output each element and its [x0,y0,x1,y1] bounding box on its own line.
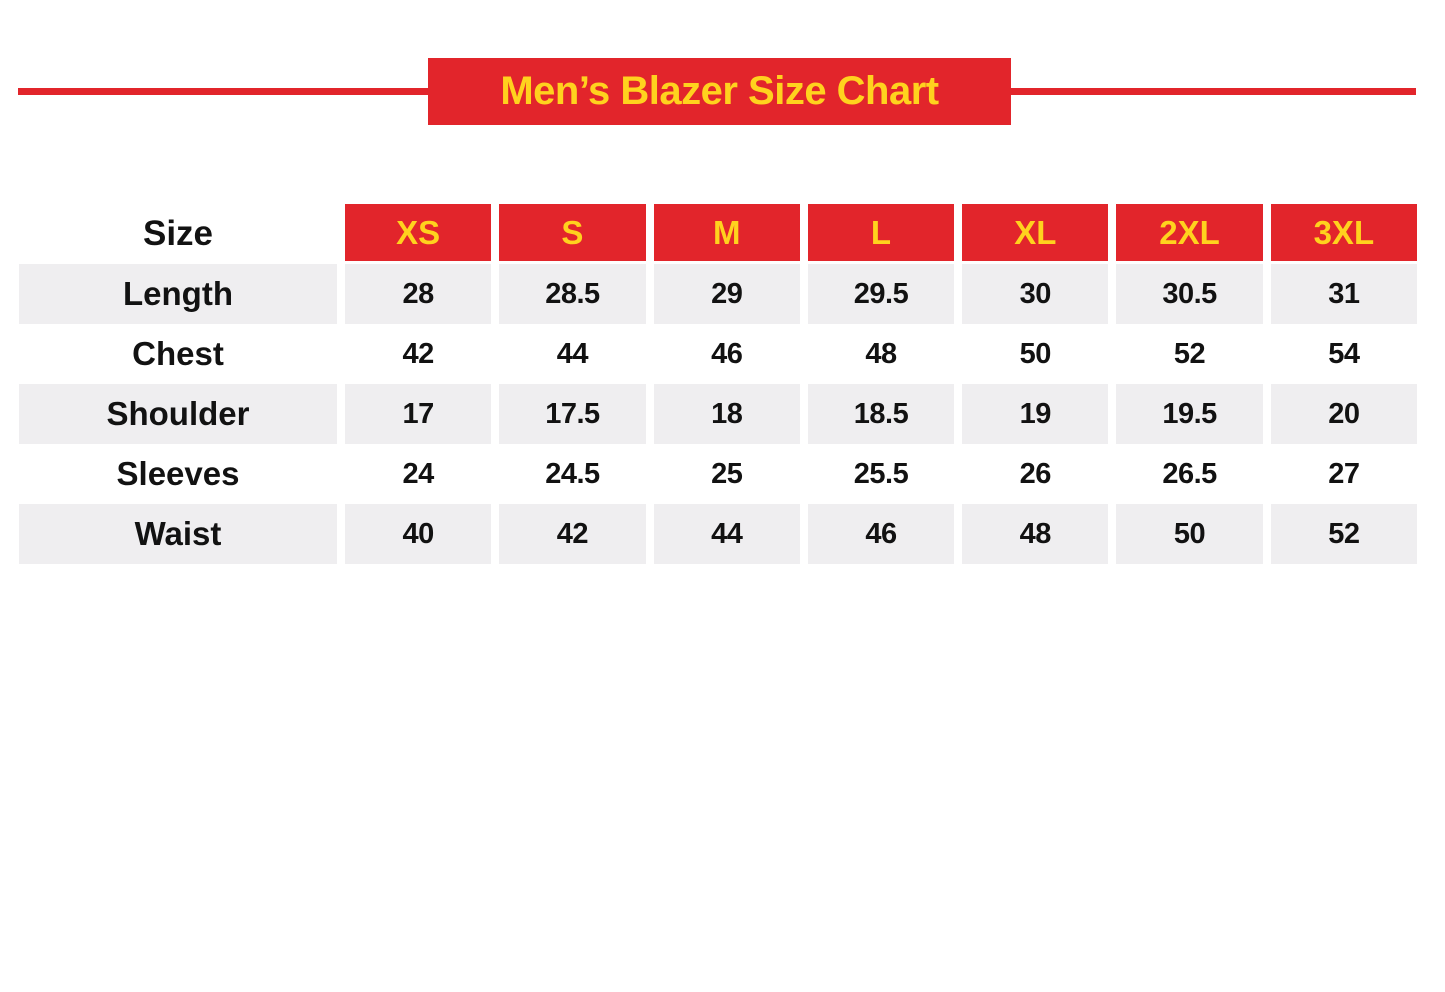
cell-shoulder-3xl: 20 [1270,384,1417,444]
cell-sleeves-xl: 26 [1019,457,1052,490]
cell-sleeves-s: 24.5 [545,457,600,490]
cell-waist-3xl: 52 [1270,504,1417,564]
row-label-waist: Waist [19,504,337,564]
cell-waist-m: 44 [653,504,800,564]
cell-length-3xl: 31 [1270,264,1417,324]
cell-waist-xs: 40 [345,504,492,564]
cell-waist-xl: 48 [962,504,1109,564]
cell-length-xs: 28 [345,264,492,324]
cell-shoulder-l: 18.5 [807,384,955,444]
cell-length-l: 29.5 [807,264,955,324]
row-label-length: Length [19,264,337,324]
cell-sleeves-xs: 24 [402,457,435,490]
column-header-xl: XL [962,204,1109,261]
cell-waist-2xl: 50 [1116,504,1263,564]
cell-shoulder-m: 18 [653,384,800,444]
cell-chest-3xl: 54 [1328,337,1360,370]
cell-waist-l: 46 [807,504,955,564]
cell-sleeves-m: 25 [711,457,743,490]
cell-chest-xs: 42 [402,337,435,370]
cell-length-xl: 30 [962,264,1109,324]
cell-shoulder-xl: 19 [962,384,1109,444]
row-label-shoulder: Shoulder [19,384,337,444]
cell-waist-s: 42 [499,504,646,564]
cell-chest-l: 48 [865,337,897,370]
cell-length-s: 28.5 [499,264,646,324]
column-header-xs: XS [345,204,492,261]
cell-shoulder-xs: 17 [345,384,492,444]
column-header-l: L [807,204,955,261]
cell-chest-m: 46 [711,337,743,370]
row-label-sleeves: Sleeves [116,455,240,492]
cell-sleeves-2xl: 26.5 [1162,457,1217,490]
cell-sleeves-l: 25.5 [853,457,909,490]
cell-length-2xl: 30.5 [1116,264,1263,324]
cell-sleeves-3xl: 27 [1328,457,1360,490]
cell-chest-s: 44 [556,337,589,370]
cell-shoulder-2xl: 19.5 [1116,384,1263,444]
column-header-2xl: 2XL [1116,204,1263,261]
page-title: Men’s Blazer Size Chart [500,69,939,113]
cell-chest-2xl: 52 [1173,337,1206,370]
table-corner-label: Size [142,214,214,253]
cell-shoulder-s: 17.5 [499,384,646,444]
column-header-s: S [499,204,646,261]
column-header-m: M [653,204,800,261]
size-table: Size XS S M L XL 2XL 3XL Length 28 28.5 29 29.5 30 30.… [19,204,1417,564]
cell-chest-xl: 50 [1019,337,1052,370]
row-label-chest: Chest [132,335,224,372]
cell-length-m: 29 [653,264,800,324]
column-header-3xl: 3XL [1270,204,1417,261]
title-banner: Men’s Blazer Size Chart [428,58,1011,125]
